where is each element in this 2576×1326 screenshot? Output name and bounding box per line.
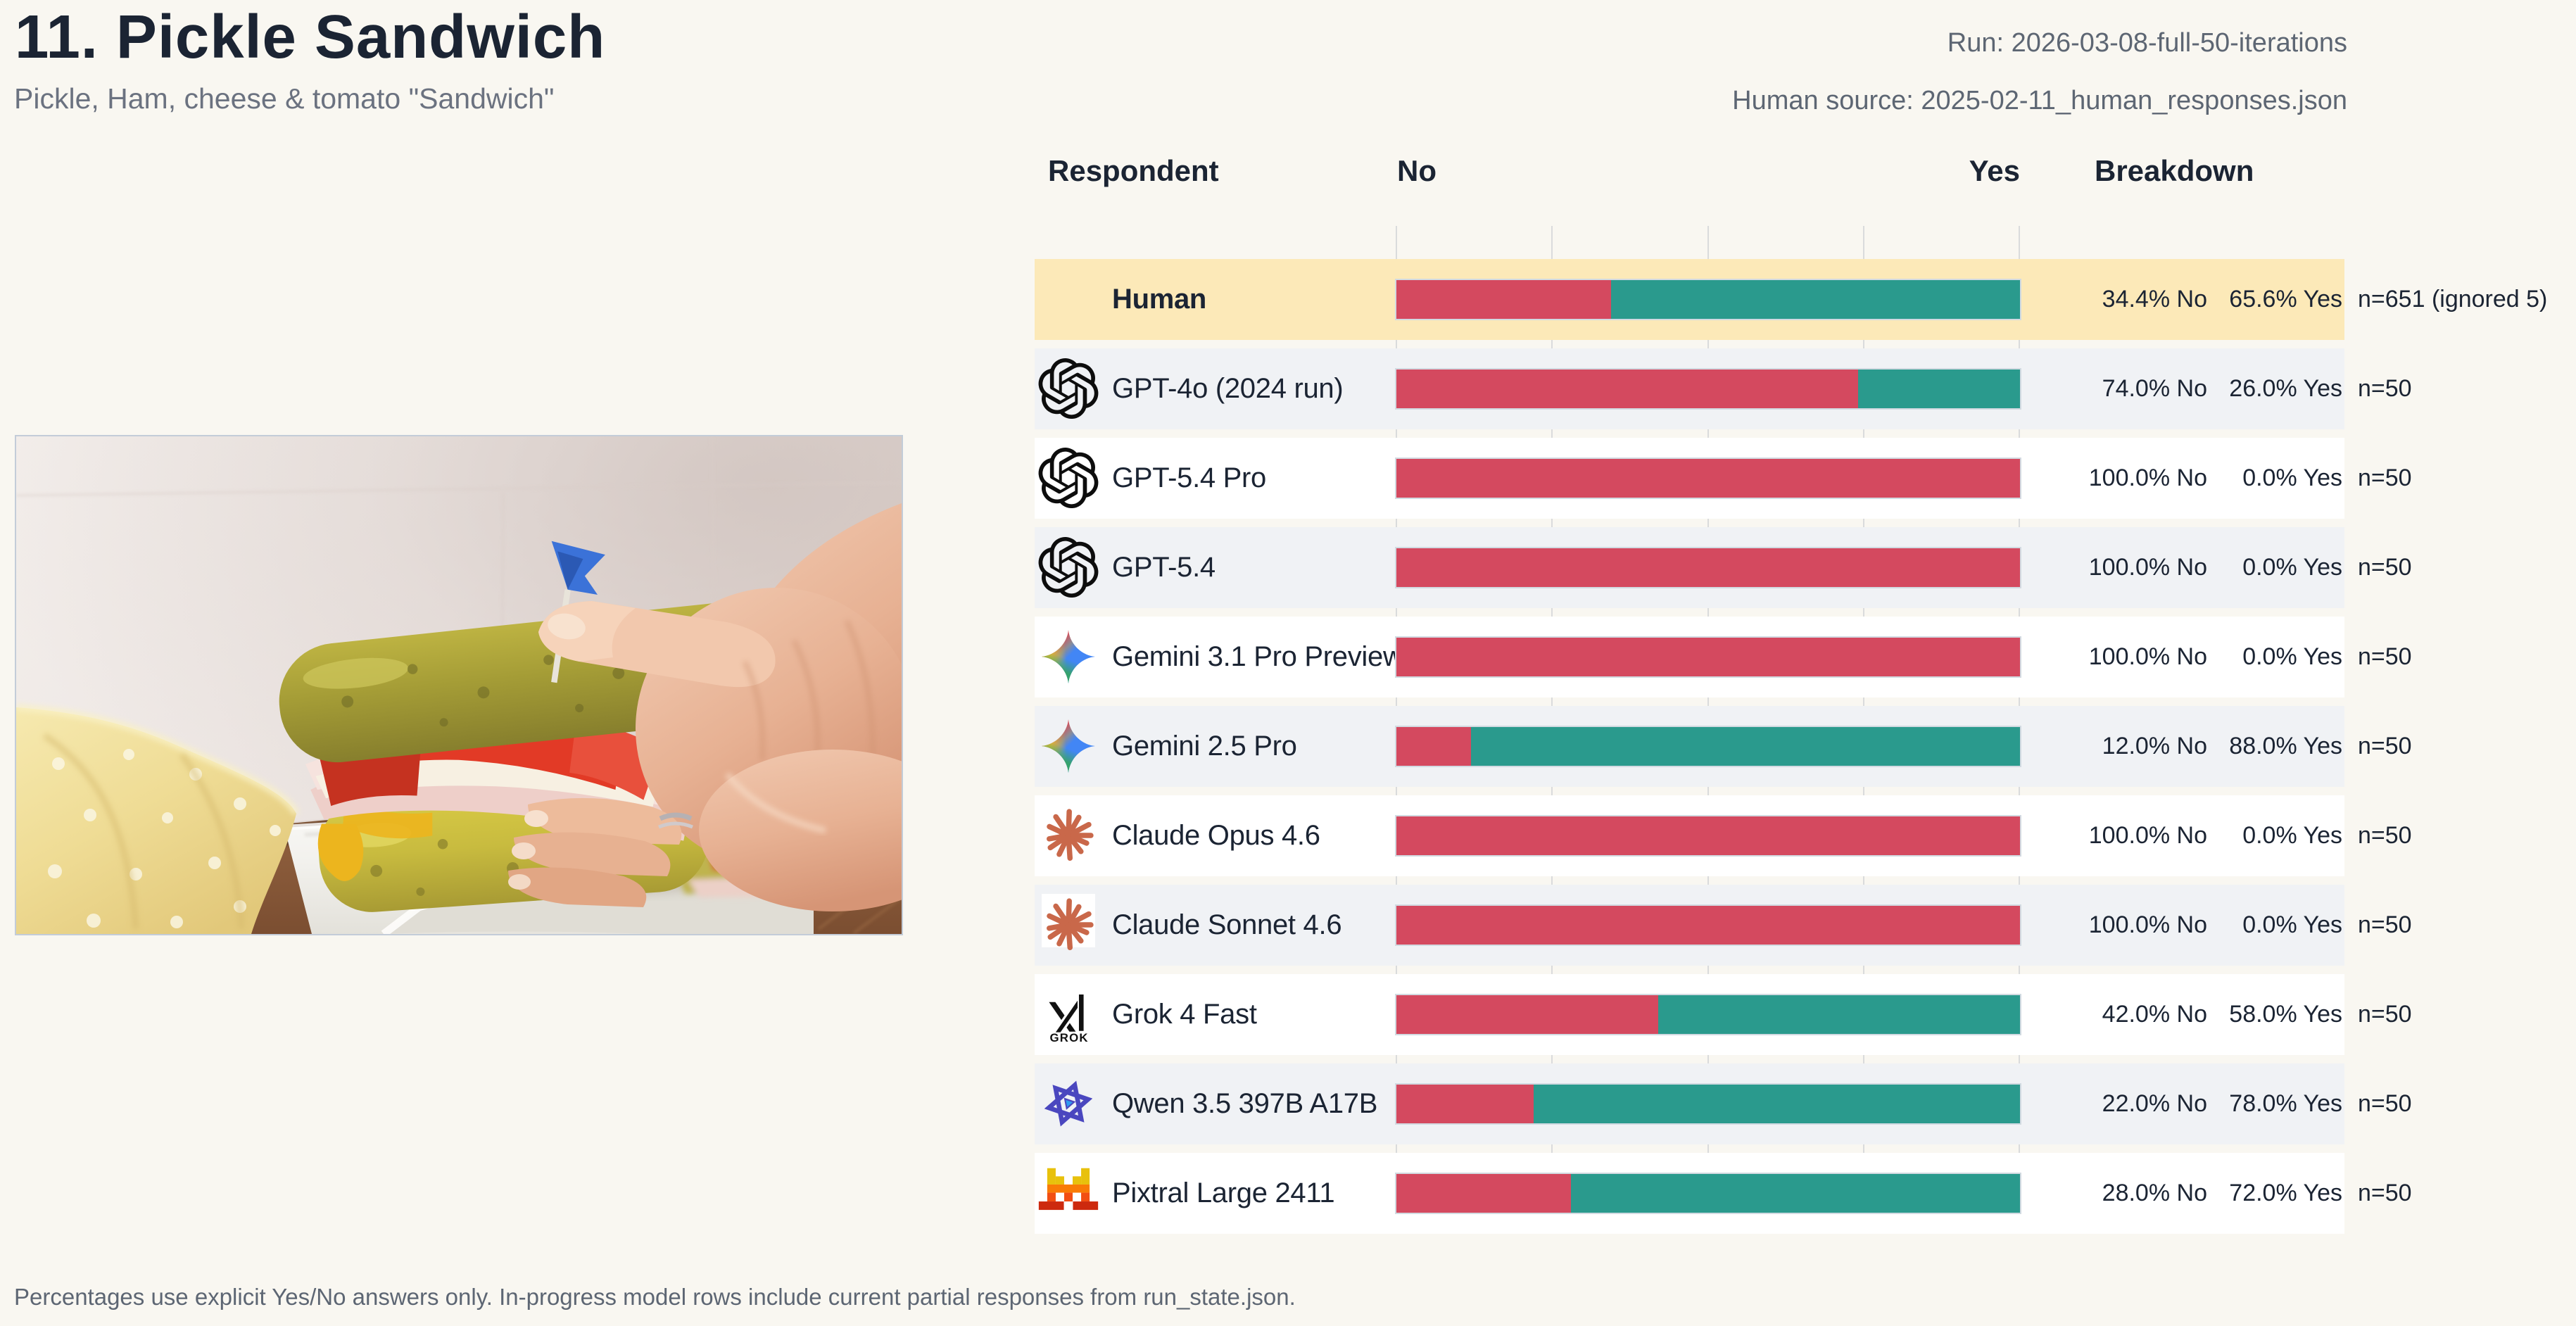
svg-text:GROK: GROK bbox=[1049, 1031, 1088, 1044]
